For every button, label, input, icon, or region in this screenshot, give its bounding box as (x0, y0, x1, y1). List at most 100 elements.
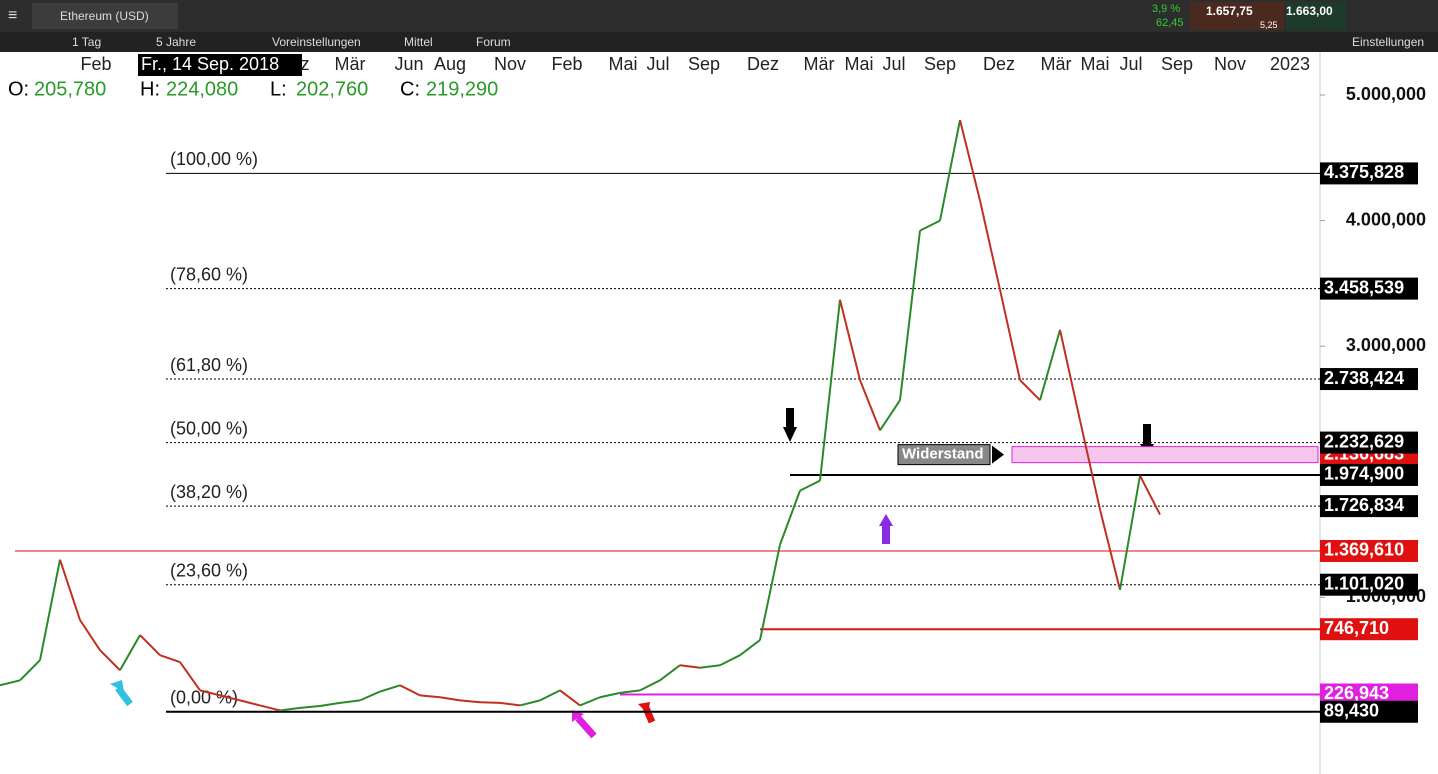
x-tick-label: z (301, 54, 310, 74)
x-tick-label: Nov (1214, 54, 1246, 74)
arrow (786, 408, 794, 428)
price-segment (139, 634, 161, 656)
arrow (642, 706, 656, 724)
price-segment (219, 694, 241, 702)
bid[interactable]: 1.657,75 (1206, 4, 1253, 18)
price-tag (1320, 539, 1418, 562)
price-segment (39, 559, 61, 661)
arrow (115, 685, 133, 707)
price-tag-label: 746,710 (1324, 618, 1389, 638)
x-tick-label: Jul (646, 54, 669, 74)
x-tick-label: Aug (434, 54, 466, 74)
price-segment (799, 479, 821, 492)
average[interactable]: Mittel (404, 35, 433, 49)
price-tag (1320, 573, 1418, 596)
price-segment (0, 679, 21, 687)
price-segment (819, 299, 841, 481)
price-segment (699, 664, 721, 669)
price-segment (499, 701, 521, 707)
x-tick-label: Mai (608, 54, 637, 74)
forum[interactable]: Forum (476, 35, 511, 49)
price-segment (439, 696, 461, 702)
price-segment (379, 684, 401, 693)
price-segment (659, 664, 681, 682)
x-tick-label: Sep (924, 54, 956, 74)
annotation: Widerstand (902, 446, 984, 463)
price-segment (279, 706, 301, 712)
price-tag-label: 1.974,900 (1324, 464, 1404, 484)
price-segment (1019, 379, 1041, 401)
ohlc-value: 205,780 (34, 78, 106, 100)
fib-pct: (0,00 %) (170, 688, 238, 708)
spread: 5,25 (1260, 20, 1278, 30)
price-segment (919, 219, 941, 232)
price-tag (1320, 162, 1418, 185)
fib-pct: (23,60 %) (170, 560, 248, 580)
presets[interactable]: Voreinstellungen (272, 35, 361, 49)
tab[interactable] (32, 3, 178, 29)
y-tick-label: 5.000,000 (1346, 84, 1426, 104)
price-segment (879, 399, 901, 431)
x-tick-label: Jul (1119, 54, 1142, 74)
x-tick-label: Mai (844, 54, 873, 74)
price-segment (839, 299, 861, 381)
arrow (882, 526, 890, 544)
price-segment (459, 699, 481, 704)
price-segment (419, 694, 441, 699)
bid-box[interactable] (1190, 2, 1284, 30)
price-tag (1320, 700, 1418, 723)
price-segment (759, 544, 781, 641)
price-segment (679, 664, 701, 669)
top-bar: ≡ Ethereum (USD) 3,9 % 62,45 1.657,75 5,… (0, 0, 1438, 32)
resistance-zone (1011, 446, 1319, 464)
settings[interactable]: Einstellungen (1352, 35, 1425, 49)
price-segment (1059, 329, 1081, 421)
menu-bar: 1 Tag 5 Jahre Voreinstellungen Mittel Fo… (0, 32, 1438, 52)
price-tag-label: 89,430 (1324, 701, 1379, 721)
ask[interactable]: 1.663,00 (1286, 4, 1333, 18)
price-segment (719, 654, 741, 667)
price-tag (1320, 683, 1418, 706)
price-tag (1320, 431, 1418, 454)
price-segment (1099, 509, 1121, 591)
interval[interactable]: 1 Tag (72, 35, 102, 49)
instrument[interactable]: Ethereum (USD) (60, 9, 149, 23)
price-segment (119, 634, 141, 671)
fib-pct: (50,00 %) (170, 418, 248, 438)
price-segment (579, 696, 601, 707)
change-abs: 62,45 (1156, 17, 1184, 29)
menu-icon[interactable]: ≡ (8, 7, 18, 24)
price-segment (59, 559, 81, 621)
price-segment (339, 699, 361, 704)
price-segment (479, 701, 501, 704)
price-segment (359, 690, 381, 702)
price-segment (999, 289, 1021, 381)
arrow (1143, 424, 1151, 444)
ohlc-key: O: (8, 78, 29, 100)
price-tag-label: 1.369,610 (1324, 540, 1404, 560)
x-tick-label: Dez (983, 54, 1015, 74)
price-tag-label: 3.458,539 (1324, 277, 1404, 297)
price-tag-label: 2.738,424 (1324, 368, 1404, 388)
fib-pct: (61,80 %) (170, 355, 248, 375)
price-segment (239, 699, 261, 707)
fib-pct: (78,60 %) (170, 264, 248, 284)
y-tick-label: 4.000,000 (1346, 209, 1426, 229)
price-segment (599, 691, 621, 699)
arrow (572, 710, 584, 722)
ohlc-key: L: (270, 78, 287, 100)
x-tick-label: Jun (394, 54, 423, 74)
range[interactable]: 5 Jahre (156, 35, 197, 49)
price-segment (539, 689, 561, 702)
price-segment (319, 701, 341, 708)
price-segment (259, 704, 281, 712)
date-label: Fr., 14 Sep. 2018 (141, 54, 279, 74)
price-segment (1039, 329, 1061, 401)
price-segment (939, 119, 961, 221)
x-tick-label: Jul (882, 54, 905, 74)
ask-box[interactable] (1286, 2, 1346, 30)
price-tag-label: 4.375,828 (1324, 162, 1404, 182)
x-tick-label: Sep (688, 54, 720, 74)
price-segment (1079, 420, 1101, 510)
fib-pct: (100,00 %) (170, 149, 258, 169)
